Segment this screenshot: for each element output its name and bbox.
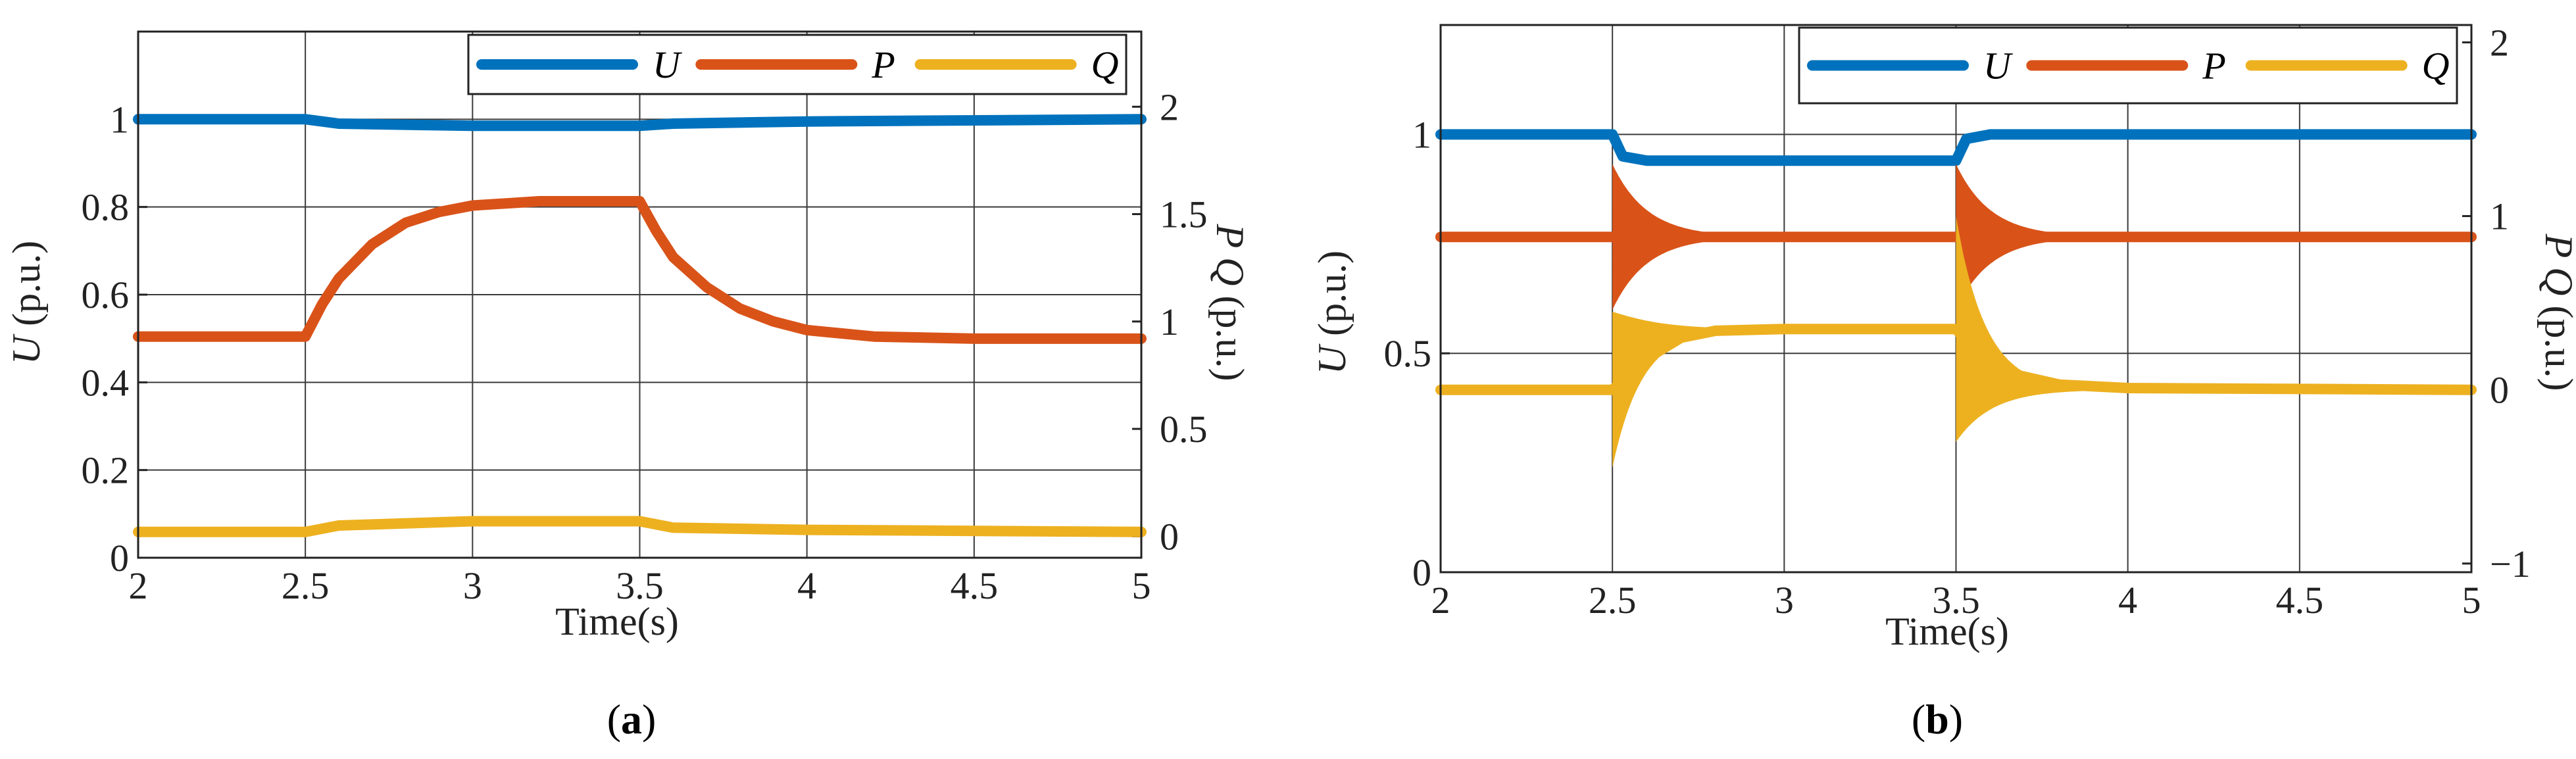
x-tick-label: 3 xyxy=(463,564,482,607)
y-right-tick-label: 2 xyxy=(1160,86,1179,128)
series-oscillation-P xyxy=(1612,164,1853,310)
y-left-tick-label: 0.6 xyxy=(82,274,130,316)
y-right-tick-label: 1 xyxy=(1160,301,1179,343)
y-right-tick-label: 0.5 xyxy=(1160,408,1208,451)
y-right-tick-label: 1 xyxy=(2490,195,2509,238)
y-left-tick-label: 0.8 xyxy=(82,186,130,229)
y-left-axis-label: U (p.u.) xyxy=(5,241,48,364)
panel-caption-open: ( xyxy=(607,696,621,743)
legend-label-P: P xyxy=(2202,45,2225,87)
legend-label-P: P xyxy=(871,43,895,86)
legend-label-U: U xyxy=(1983,45,2014,87)
x-tick-label: 2 xyxy=(129,564,148,607)
panel-caption: (b) xyxy=(1912,696,1963,743)
y-left-axis-label: U (p.u.) xyxy=(1310,251,1354,374)
series-line-U xyxy=(1435,129,2477,166)
y-right-tick-label: −1 xyxy=(2490,543,2531,585)
y-left-tick-label: 0 xyxy=(1412,551,1431,594)
y-right-axis-label-var: P Q xyxy=(1208,224,1252,286)
y-right-tick-label: 1.5 xyxy=(1160,193,1208,236)
panel-caption-close: ) xyxy=(642,696,656,743)
x-tick-label: 3.5 xyxy=(616,564,664,607)
y-right-tick-label: 0 xyxy=(1160,515,1179,558)
y-right-axis-label-unit: (p.u.) xyxy=(1208,285,1252,381)
x-tick-label: 2 xyxy=(1431,579,1450,622)
x-tick-label: 2.5 xyxy=(282,564,330,607)
series-oscillation-P xyxy=(1956,164,2197,310)
x-tick-label: 5 xyxy=(1132,564,1151,607)
chart-panel-b: 2 2.5 3 3.5 4 4.5 5 0 0.5 1 −1 0 1 2 U P Q Time(s) U (p.u.… xyxy=(1310,21,2576,743)
x-tick-label: 2.5 xyxy=(1589,579,1637,622)
y-left-tick-label: 1 xyxy=(1412,113,1431,156)
legend-label-Q: Q xyxy=(1091,43,1119,86)
y-left-axis-label-unit: (p.u.) xyxy=(5,241,48,336)
y-left-axis-label-var: U xyxy=(5,333,48,364)
series-oscillation-Q xyxy=(1612,311,1819,468)
y-right-tick-label: 0 xyxy=(2490,369,2509,412)
y-left-tick-label: 0.4 xyxy=(82,361,130,404)
y-left-tick-label: 0.5 xyxy=(1384,332,1432,375)
legend-label-Q: Q xyxy=(2422,45,2450,87)
x-tick-label: 5 xyxy=(2462,579,2481,622)
x-axis-label: Time(s) xyxy=(555,600,679,643)
series-line-Q xyxy=(133,516,1147,537)
panel-caption-letter: a xyxy=(621,696,642,743)
y-left-tick-label: 0 xyxy=(110,537,129,579)
y-left-axis-label-var: U xyxy=(1310,343,1354,374)
x-tick-label: 4.5 xyxy=(2276,579,2324,622)
y-right-axis-label: P Q (p.u.) xyxy=(1208,224,1252,381)
axes-frame xyxy=(137,30,1143,559)
y-right-axis-label-var: P Q xyxy=(2537,233,2576,296)
panel-caption-close: ) xyxy=(1949,696,1963,743)
y-left-tick-label: 1 xyxy=(110,98,129,141)
y-left-axis-label-unit: (p.u.) xyxy=(1310,251,1354,346)
legend-label-U: U xyxy=(653,43,683,86)
series-oscillation-Q xyxy=(1956,216,2162,442)
y-left-tick-label: 0.2 xyxy=(82,449,130,492)
x-tick-label: 3.5 xyxy=(1932,579,1980,622)
y-right-tick-label: 2 xyxy=(2490,21,2509,64)
x-tick-label: 3 xyxy=(1775,579,1794,622)
axes-frame xyxy=(1439,24,2473,574)
x-axis-label: Time(s) xyxy=(1885,610,2009,653)
x-tick-label: 4 xyxy=(2118,579,2137,622)
x-tick-label: 4 xyxy=(797,564,816,607)
y-right-axis-label-unit: (p.u.) xyxy=(2537,295,2576,391)
x-tick-label: 4.5 xyxy=(951,564,999,607)
y-right-axis-label: P Q (p.u.) xyxy=(2537,233,2576,391)
panel-caption: (a) xyxy=(607,696,656,743)
panel-caption-letter: b xyxy=(1925,696,1949,743)
series-line-U xyxy=(133,114,1147,132)
series-line-P xyxy=(133,196,1147,344)
panel-caption-open: ( xyxy=(1912,696,1925,743)
